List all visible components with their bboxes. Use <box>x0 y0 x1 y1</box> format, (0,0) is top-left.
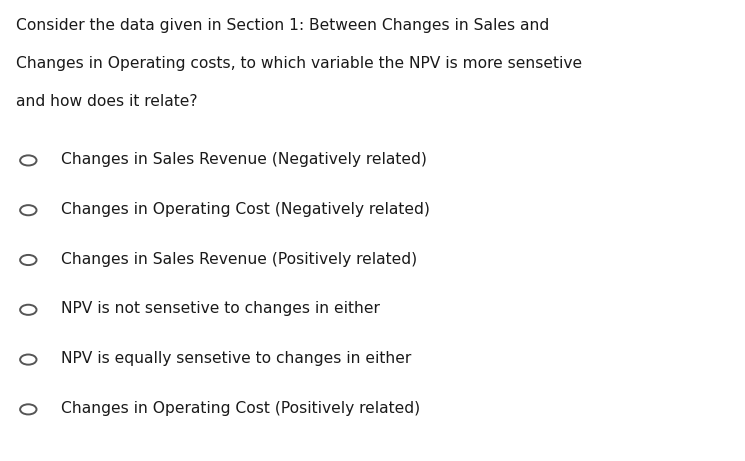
Text: Changes in Operating Cost (Positively related): Changes in Operating Cost (Positively re… <box>61 401 420 416</box>
Text: Changes in Sales Revenue (Negatively related): Changes in Sales Revenue (Negatively rel… <box>61 152 427 167</box>
Text: Changes in Sales Revenue (Positively related): Changes in Sales Revenue (Positively rel… <box>61 252 417 267</box>
Text: Changes in Operating Cost (Negatively related): Changes in Operating Cost (Negatively re… <box>61 202 430 217</box>
Text: Changes in Operating costs, to which variable the NPV is more sensetive: Changes in Operating costs, to which var… <box>16 56 583 71</box>
Text: NPV is equally sensetive to changes in either: NPV is equally sensetive to changes in e… <box>61 351 411 366</box>
Text: and how does it relate?: and how does it relate? <box>16 94 198 109</box>
Text: NPV is not sensetive to changes in either: NPV is not sensetive to changes in eithe… <box>61 301 380 317</box>
Text: Consider the data given in Section 1: Between Changes in Sales and: Consider the data given in Section 1: Be… <box>16 18 550 34</box>
